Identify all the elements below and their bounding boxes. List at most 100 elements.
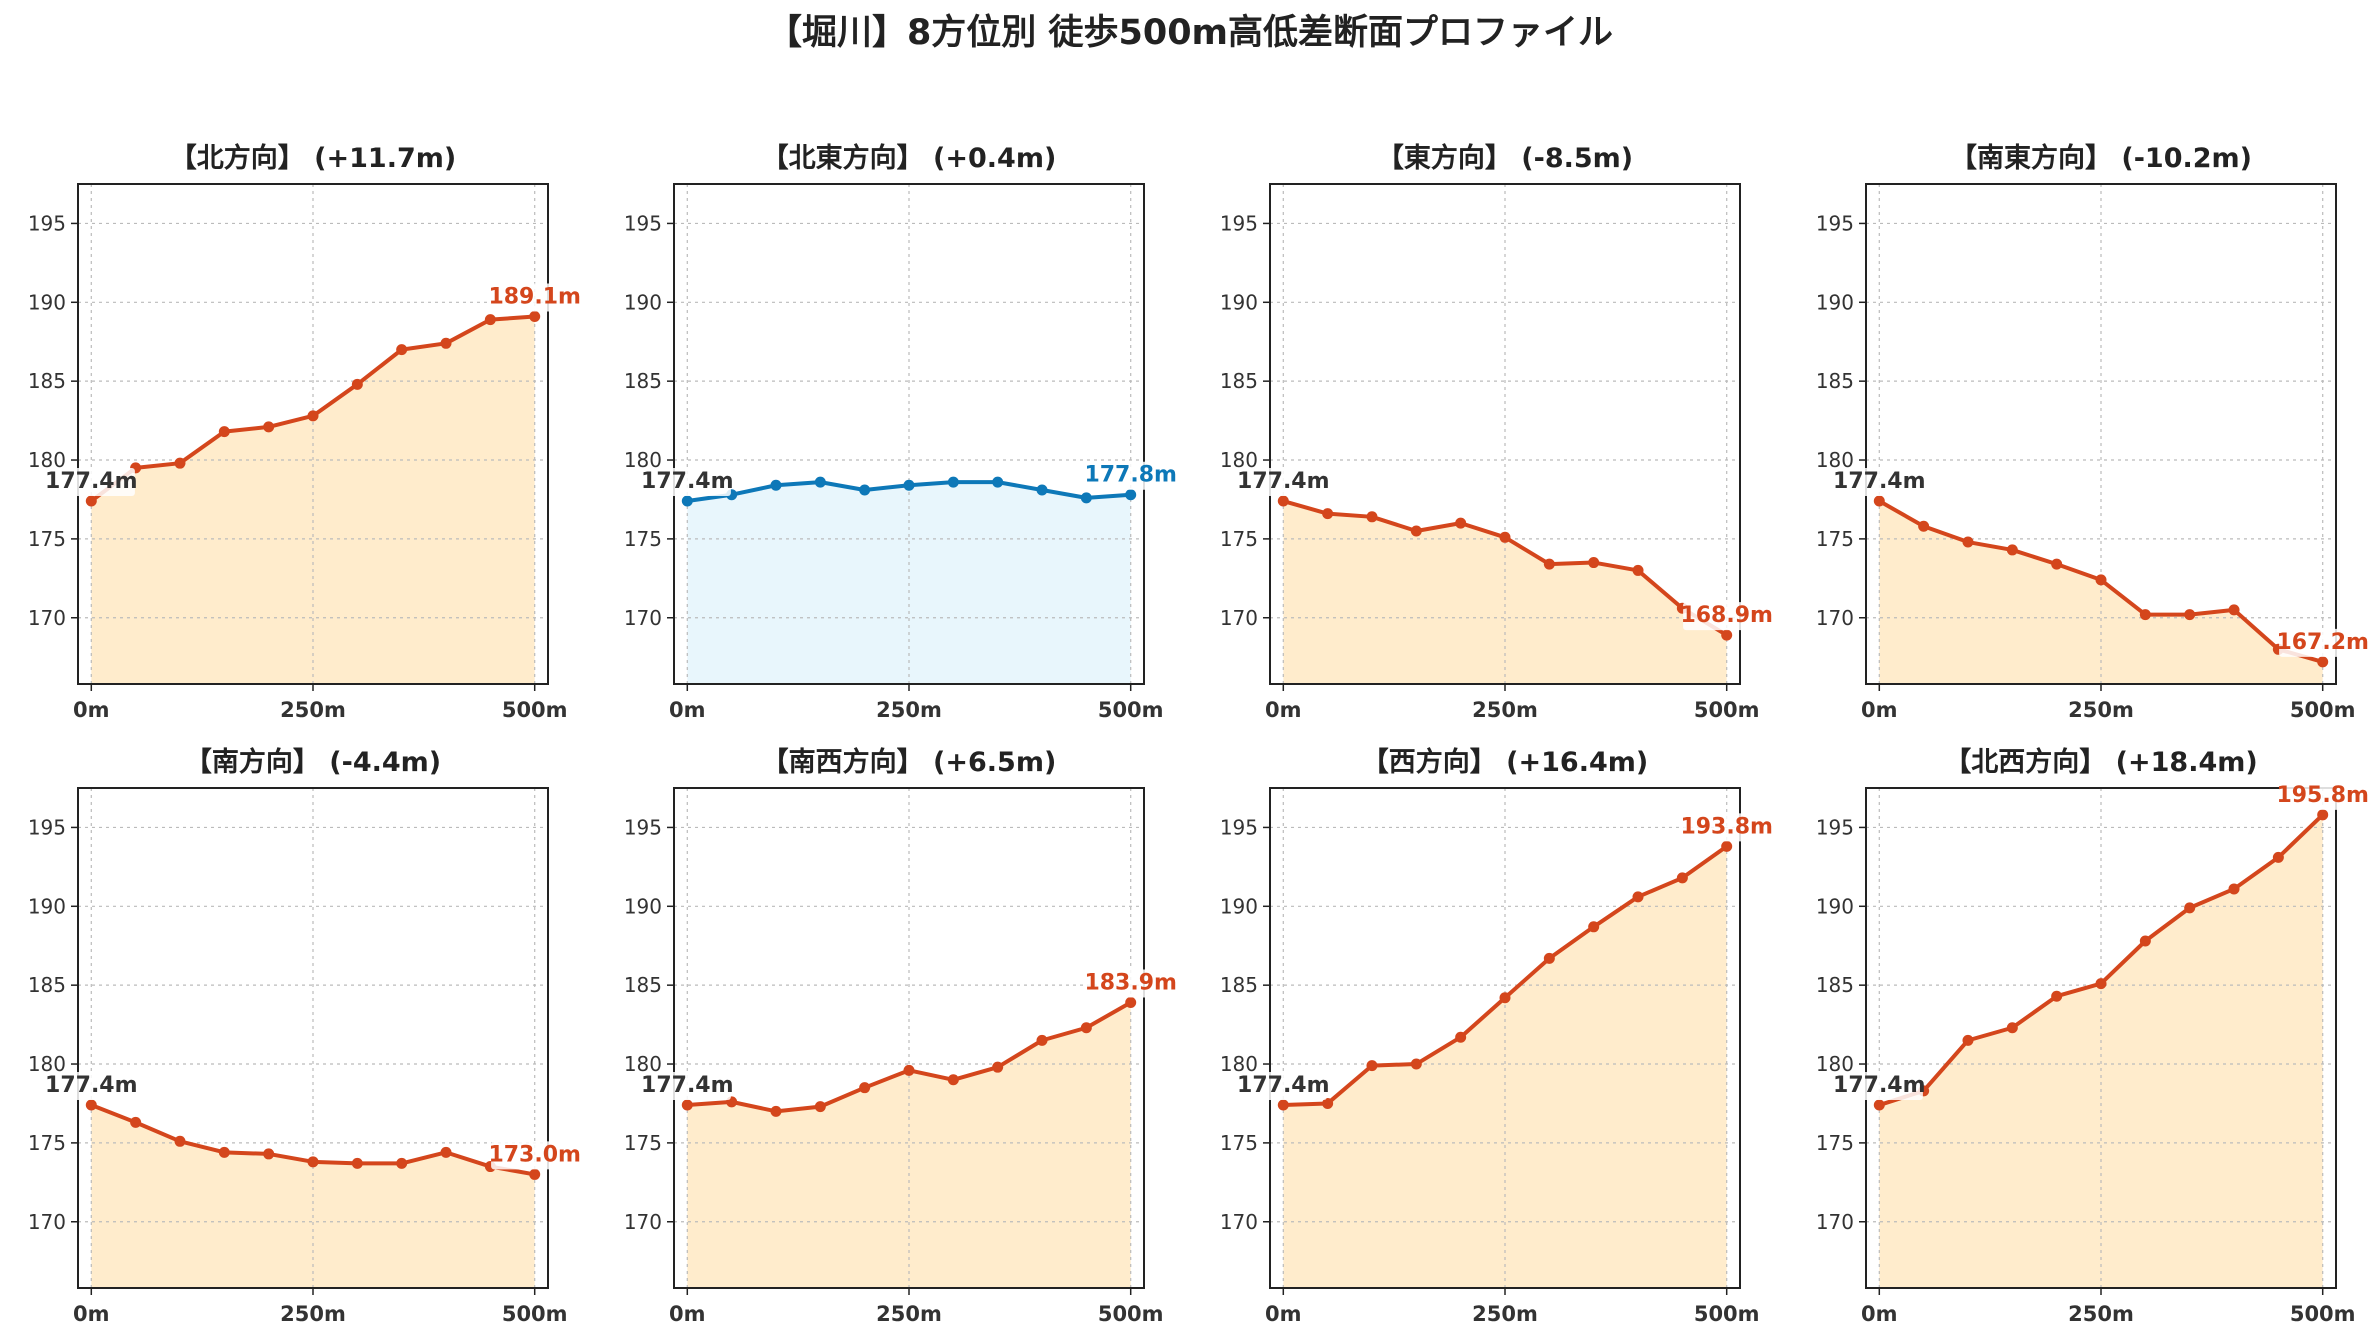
profile-point: [1036, 484, 1048, 496]
x-tick-label: 250m: [1472, 1302, 1538, 1326]
end-value-label: 195.8m: [2276, 783, 2369, 808]
x-tick-label: 0m: [1861, 698, 1898, 722]
profile-point: [396, 1157, 408, 1169]
profile-point: [2139, 935, 2151, 947]
profile-point: [307, 410, 319, 422]
figure-title: 【堀川】8方位別 徒歩500m高低差断面プロファイル: [767, 13, 1613, 53]
profile-point: [307, 1156, 319, 1168]
profile-point: [1962, 536, 1974, 548]
profile-point: [1918, 520, 1930, 532]
y-tick-label: 185: [624, 973, 662, 997]
start-value-label-bg: [1835, 468, 1923, 497]
x-tick-label: 0m: [1861, 1302, 1898, 1326]
profile-point: [2317, 809, 2329, 821]
end-value-label-bg: [491, 283, 579, 312]
y-tick-label: 180: [624, 1052, 662, 1076]
profile-point: [2095, 574, 2107, 586]
start-value-label: 177.4m: [641, 469, 734, 494]
profile-point: [529, 1168, 541, 1180]
y-tick-label: 180: [28, 448, 66, 472]
x-tick-label: 500m: [1098, 1302, 1164, 1326]
y-tick-label: 180: [28, 1052, 66, 1076]
y-tick-label: 195: [624, 815, 662, 839]
profile-point: [1410, 1058, 1422, 1070]
x-tick-label: 500m: [1098, 698, 1164, 722]
y-tick-label: 190: [1220, 894, 1258, 918]
panel-grid: 【北方向】 (+11.7m) 170 175 180 185 190 195 0m 250m 50…: [28, 142, 2369, 1326]
y-tick-label: 170: [28, 1210, 66, 1234]
panel-title: 【南西方向】 (+6.5m): [762, 746, 1057, 778]
y-tick-label: 195: [1220, 211, 1258, 235]
profile-point: [859, 1082, 871, 1094]
profile-point: [218, 1146, 230, 1158]
y-tick-label: 175: [28, 1131, 66, 1155]
x-tick-label: 500m: [1694, 1302, 1760, 1326]
plot-frame: [673, 183, 1145, 685]
profile-point: [1873, 495, 1885, 507]
end-value-label-bg: [2279, 628, 2367, 657]
x-tick-label: 0m: [73, 698, 110, 722]
y-tick-label: 175: [28, 527, 66, 551]
profile-point: [681, 495, 693, 507]
y-tick-label: 170: [624, 606, 662, 630]
panel-6: 【西方向】 (+16.4m) 170 175 180 185 190 195 0m 250m 50…: [1220, 746, 1773, 1326]
start-value-label-bg: [643, 468, 731, 497]
x-tick-label: 500m: [1694, 698, 1760, 722]
y-tick-label: 195: [624, 211, 662, 235]
y-tick-label: 190: [28, 290, 66, 314]
y-tick-label: 170: [1220, 606, 1258, 630]
profile-point: [1543, 952, 1555, 964]
profile-point: [1080, 1022, 1092, 1034]
profile-point: [1125, 489, 1137, 501]
plot-frame: [1865, 787, 2337, 1289]
profile-point: [2051, 558, 2063, 570]
start-value-label-bg: [47, 468, 135, 497]
profile-point: [1632, 891, 1644, 903]
start-value-label: 177.4m: [1833, 1073, 1926, 1098]
profile-point: [1455, 1031, 1467, 1043]
start-value-label: 177.4m: [641, 1073, 734, 1098]
start-value-label-bg: [643, 1072, 731, 1101]
end-value-label: 168.9m: [1680, 603, 1773, 628]
profile-point: [2006, 1022, 2018, 1034]
profile-point: [2139, 609, 2151, 621]
profile-point: [2184, 609, 2196, 621]
panel-title: 【南東方向】 (-10.2m): [1950, 142, 2252, 174]
plot-frame: [1269, 183, 1741, 685]
profile-point: [2317, 656, 2329, 668]
start-value-label-bg: [47, 1072, 135, 1101]
y-tick-label: 185: [624, 369, 662, 393]
profile-point: [1588, 921, 1600, 933]
y-tick-label: 180: [1816, 448, 1854, 472]
plot-frame: [1865, 183, 2337, 685]
y-tick-label: 170: [1220, 1210, 1258, 1234]
panel-1: 【北東方向】 (+0.4m) 170 175 180 185 190 195 0m 250m 50…: [624, 142, 1177, 722]
end-value-label-bg: [1087, 461, 1175, 490]
y-tick-label: 175: [1816, 527, 1854, 551]
profile-point: [2051, 990, 2063, 1002]
profile-point: [1125, 997, 1137, 1009]
plot-frame: [77, 183, 549, 685]
start-value-label: 177.4m: [1833, 469, 1926, 494]
panel-title: 【東方向】 (-8.5m): [1377, 142, 1633, 174]
panel-4: 【南方向】 (-4.4m) 170 175 180 185 190 195 0m 250m 500…: [28, 746, 581, 1326]
start-value-label: 177.4m: [1237, 469, 1330, 494]
y-tick-label: 185: [1220, 369, 1258, 393]
y-tick-label: 190: [1816, 894, 1854, 918]
x-tick-label: 500m: [2290, 1302, 2356, 1326]
y-tick-label: 185: [28, 973, 66, 997]
profile-point: [130, 1116, 142, 1128]
profile-point: [1366, 511, 1378, 523]
end-value-label-bg: [1087, 969, 1175, 998]
start-value-label: 177.4m: [45, 1073, 138, 1098]
profile-point: [1632, 564, 1644, 576]
profile-point: [85, 495, 97, 507]
y-tick-label: 170: [1816, 1210, 1854, 1234]
x-tick-label: 0m: [669, 1302, 706, 1326]
x-tick-label: 250m: [280, 698, 346, 722]
plot-frame: [673, 787, 1145, 1289]
profile-point: [2228, 883, 2240, 895]
profile-point: [1721, 840, 1733, 852]
end-value-label-bg: [2279, 781, 2367, 810]
